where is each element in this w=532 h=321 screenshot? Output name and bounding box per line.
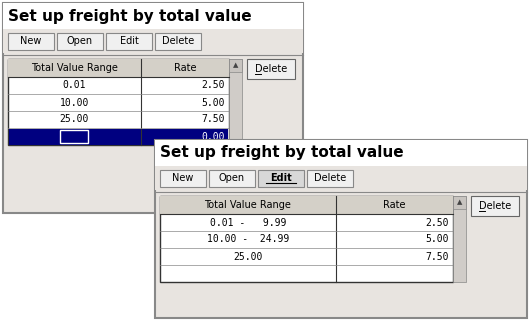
Text: 25.00: 25.00 xyxy=(60,115,89,125)
Bar xyxy=(209,169,255,187)
Text: 10.00 -  24.99: 10.00 - 24.99 xyxy=(207,235,289,245)
Bar xyxy=(3,3,303,29)
Text: Total Value Range: Total Value Range xyxy=(31,63,118,73)
Bar xyxy=(471,196,519,216)
Bar xyxy=(3,3,303,213)
Text: 0.01: 0.01 xyxy=(63,81,86,91)
Bar xyxy=(258,169,304,187)
Text: Open: Open xyxy=(67,36,93,46)
Text: Total Value Range: Total Value Range xyxy=(204,200,292,210)
Bar xyxy=(160,196,453,214)
Bar xyxy=(307,169,353,187)
Text: 10.00: 10.00 xyxy=(60,98,89,108)
Bar xyxy=(229,59,242,145)
Bar xyxy=(160,196,453,282)
Text: 25.00: 25.00 xyxy=(233,251,263,262)
Text: Open: Open xyxy=(219,173,245,183)
Text: Set up freight by total value: Set up freight by total value xyxy=(8,8,252,23)
Text: 2.50: 2.50 xyxy=(426,218,449,228)
Text: New: New xyxy=(20,36,41,46)
Text: ▲: ▲ xyxy=(457,199,462,205)
Bar xyxy=(453,196,466,282)
Text: New: New xyxy=(172,173,194,183)
Bar xyxy=(247,59,295,79)
Bar xyxy=(160,169,206,187)
Bar xyxy=(9,129,228,145)
Bar xyxy=(155,140,527,318)
Text: Edit: Edit xyxy=(270,173,292,183)
Text: ▲: ▲ xyxy=(233,63,238,68)
Text: 7.50: 7.50 xyxy=(202,115,225,125)
Bar xyxy=(155,32,201,49)
Text: 0.01 -   9.99: 0.01 - 9.99 xyxy=(210,218,286,228)
Bar xyxy=(8,32,54,49)
Bar xyxy=(8,59,229,145)
Text: Edit: Edit xyxy=(120,36,138,46)
Text: Delete: Delete xyxy=(314,173,346,183)
Bar xyxy=(229,59,242,72)
Bar xyxy=(8,59,229,77)
Text: 0.00: 0.00 xyxy=(63,132,86,142)
Text: 0.00: 0.00 xyxy=(202,132,225,142)
Bar xyxy=(57,32,103,49)
Bar xyxy=(155,166,527,190)
Text: Delete: Delete xyxy=(162,36,194,46)
Text: Rate: Rate xyxy=(173,63,196,73)
Text: Delete: Delete xyxy=(255,64,287,74)
Bar xyxy=(453,196,466,209)
Text: Delete: Delete xyxy=(479,201,511,211)
Text: 5.00: 5.00 xyxy=(426,235,449,245)
Bar xyxy=(106,32,152,49)
Bar xyxy=(155,140,527,166)
Text: 5.00: 5.00 xyxy=(202,98,225,108)
Text: 7.50: 7.50 xyxy=(426,251,449,262)
Text: Rate: Rate xyxy=(383,200,405,210)
Bar xyxy=(3,29,303,53)
Text: 2.50: 2.50 xyxy=(202,81,225,91)
Bar xyxy=(60,130,88,143)
Text: Set up freight by total value: Set up freight by total value xyxy=(160,145,404,160)
